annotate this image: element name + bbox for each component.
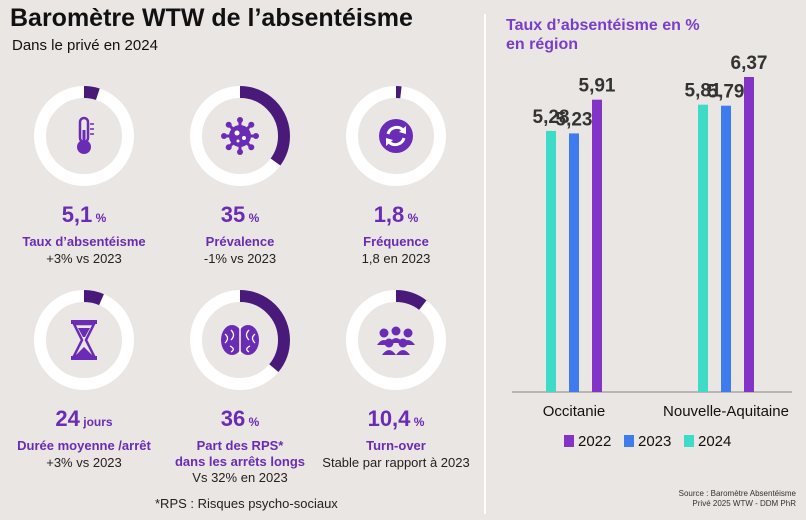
kpi-label: Prévalence [205, 234, 275, 249]
refresh-icon [379, 119, 413, 153]
kpi-label-line-2: dans les arrêts longs [174, 454, 306, 469]
bar-2023 [721, 105, 731, 392]
ring-fill [190, 86, 290, 186]
progress-ring [346, 86, 446, 186]
kpi-comparison: 1,8 en 2023 [361, 251, 431, 266]
progress-ring [190, 86, 290, 186]
kpi-label: Turn-over [366, 438, 426, 453]
chart-title-line-1: Taux d’absentéisme en % [506, 17, 700, 34]
bar-2022 [744, 77, 754, 392]
kpi-card: 1,8 % Fréquence 1,8 en 2023 [316, 84, 476, 284]
kpi-value: 5,1 % [4, 202, 164, 228]
kpi-comparison: -1% vs 2023 [203, 251, 277, 266]
kpi-value: 24 jours [4, 406, 164, 432]
progress-ring [346, 290, 446, 390]
kpi-value-number: 1,8 [373, 202, 405, 227]
legend-label: 2024 [698, 433, 731, 450]
source-note: Source : Baromètre Absentéisme Privé 202… [679, 489, 796, 509]
kpi-card: 36 % Part des RPS* dans les arrêts longs Vs… [160, 288, 320, 488]
kpi-value: 1,8 % [316, 202, 476, 228]
kpi-card: 10,4 % Turn-over Stable par rapport à 2023 [316, 288, 476, 488]
kpi-card: 35 % Prévalence -1% vs 2023 [160, 84, 320, 284]
source-line-2: Privé 2025 WTW - DDM PhR [692, 499, 796, 508]
data-label: 5,28 [533, 107, 570, 128]
kpi-value-unit: % [245, 415, 260, 429]
progress-ring [34, 290, 134, 390]
legend-label: 2022 [578, 433, 611, 450]
bar-2022 [592, 99, 602, 392]
legend-swatch-2024 [684, 435, 694, 447]
ring-fill [346, 86, 446, 186]
legend-label: 2023 [638, 433, 671, 450]
data-label: 5,81 [685, 81, 722, 102]
thermometer-icon [77, 116, 94, 154]
kpi-value-number: 5,1 [61, 202, 93, 227]
kpi-label: Durée moyenne /arrêt [17, 438, 151, 453]
kpi-card: 24 jours Durée moyenne /arrêt +3% vs 2023 [4, 288, 164, 488]
ring-fill [34, 86, 134, 186]
kpi-comparison: Stable par rapport à 2023 [322, 455, 470, 470]
data-label: 5,23 [556, 109, 593, 130]
kpi-value-unit: % [404, 211, 419, 225]
kpi-value-number: 10,4 [367, 406, 411, 431]
kpi-comparison: +3% vs 2023 [46, 251, 122, 266]
legend-swatch-2023 [624, 435, 634, 447]
hourglass-icon [71, 320, 97, 360]
kpi-value: 36 % [160, 406, 320, 432]
bar-chart: 5,285,23 5,91 Occitanie 5,815,79 6,37 Nouvell… [512, 53, 792, 450]
x-tick-label: Nouvelle-Aquitaine [663, 403, 789, 420]
kpi-value-number: 24 [55, 406, 80, 431]
page-title: Baromètre WTW de l’absentéisme [10, 4, 413, 32]
brain-icon [221, 325, 259, 355]
kpi-comparison: +3% vs 2023 [46, 455, 122, 470]
footnote: *RPS : Risques psycho-sociaux [155, 496, 338, 511]
legend-swatch-2022 [564, 435, 574, 447]
data-label: 6,37 [731, 53, 768, 74]
x-tick-label: Occitanie [543, 403, 606, 420]
kpi-value: 35 % [160, 202, 320, 228]
progress-ring [190, 290, 290, 390]
data-label: 5,79 [708, 82, 745, 103]
kpi-label: Part des RPS* [196, 438, 284, 453]
virus-icon [221, 117, 259, 155]
bar-2024 [546, 130, 556, 392]
people-icon [377, 326, 415, 355]
data-label: 5,91 [579, 76, 616, 97]
bar-2024 [698, 104, 708, 392]
kpi-value-number: 35 [220, 202, 246, 227]
divider [484, 14, 486, 514]
kpi-label: Fréquence [363, 234, 429, 249]
kpi-value-unit: jours [79, 415, 113, 429]
progress-ring [34, 86, 134, 186]
bar-2023 [569, 133, 579, 392]
kpi-value-unit: % [245, 211, 260, 225]
kpi-value-number: 36 [220, 406, 246, 431]
ring-fill [34, 290, 134, 390]
kpi-value: 10,4 % [316, 406, 476, 432]
ring-track [34, 290, 134, 390]
kpi-value-unit: % [410, 415, 425, 429]
page-subtitle: Dans le privé en 2024 [12, 37, 158, 54]
chart-title: Taux d’absentéisme en % en région [506, 16, 700, 54]
source-line-1: Source : Baromètre Absentéisme [678, 489, 796, 498]
ring-fill [346, 290, 446, 390]
kpi-comparison: Vs 32% en 2023 [192, 470, 288, 485]
kpi-label: Taux d’absentéisme [22, 234, 146, 249]
kpi-value-unit: % [92, 211, 107, 225]
chart-title-line-2: en région [506, 36, 579, 53]
kpi-card: 5,1 % Taux d’absentéisme +3% vs 2023 [4, 84, 164, 284]
ring-fill [190, 290, 290, 390]
